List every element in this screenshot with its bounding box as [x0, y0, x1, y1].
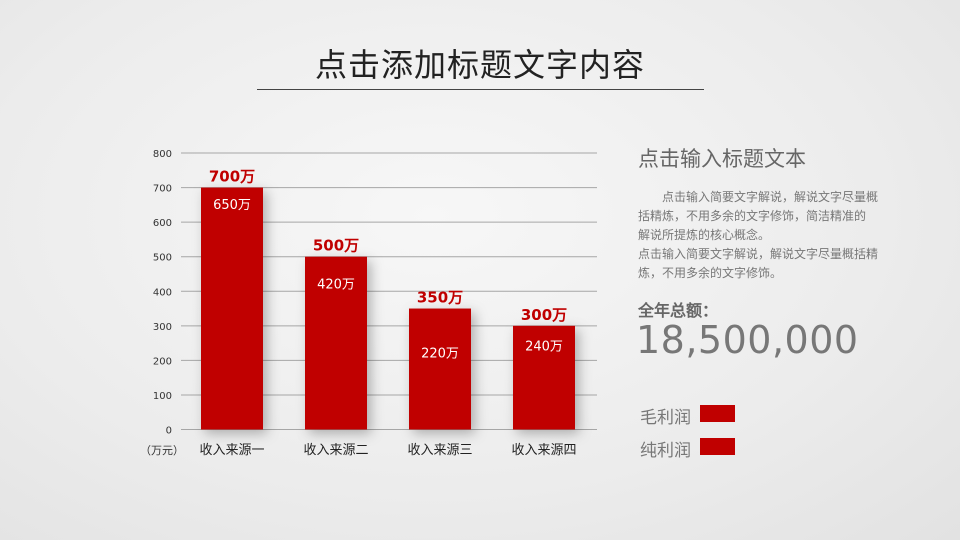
- y-tick-label: 200: [153, 356, 172, 367]
- slide-title: 点击添加标题文字内容: [314, 46, 645, 84]
- total-value: 18,500,000: [636, 318, 859, 362]
- x-category-label: 收入来源四: [511, 443, 576, 458]
- y-tick-label: 300: [153, 322, 172, 333]
- unit-label: （万元）: [140, 444, 184, 457]
- bar-inner-label: 240万: [525, 340, 563, 355]
- total-label: 全年总额：: [638, 301, 719, 320]
- legend-label-net-profit: 纯利润: [640, 441, 691, 461]
- bar: [305, 256, 367, 430]
- bar-inner-label: 650万: [213, 198, 251, 213]
- y-tick-label: 700: [153, 184, 172, 195]
- bar-value-label: 500万: [313, 237, 359, 255]
- bar-value-label: 350万: [417, 289, 463, 307]
- y-tick-label: 600: [153, 218, 172, 229]
- side-paragraph-2: 点击输入简要文字解说，解说文字尽量概括精炼，不用多余的文字修饰。: [638, 247, 879, 280]
- legend-swatch-gross-profit: [700, 405, 735, 422]
- legend-swatch-net-profit: [700, 438, 735, 455]
- y-tick-label: 800: [153, 149, 172, 160]
- side-description: 点击输入简要文字解说，解说文字尽量概括精炼，不用多余的文字修饰，简洁精准的 解说…: [638, 188, 878, 283]
- bar-inner-label: 220万: [421, 346, 459, 361]
- side-paragraph-1: 点击输入简要文字解说，解说文字尽量概括精炼，不用多余的文字修饰，简洁精准的 解说…: [638, 190, 879, 242]
- title-divider: [257, 89, 704, 90]
- bar: [409, 308, 471, 430]
- y-tick-label: 100: [153, 391, 172, 402]
- bar-inner-label: 420万: [317, 277, 355, 292]
- y-tick-label: 500: [153, 253, 172, 264]
- y-tick-label: 400: [153, 287, 172, 298]
- x-category-label: 收入来源一: [199, 443, 264, 458]
- bar-value-label: 700万: [209, 168, 255, 186]
- bar-value-label: 300万: [521, 306, 567, 324]
- side-heading: 点击输入标题文本: [638, 147, 806, 171]
- bar: [513, 325, 575, 430]
- x-category-label: 收入来源二: [303, 443, 368, 458]
- x-category-label: 收入来源三: [407, 443, 472, 458]
- legend-label-gross-profit: 毛利润: [640, 408, 691, 428]
- bar: [201, 187, 263, 430]
- y-tick-label: 0: [166, 426, 172, 437]
